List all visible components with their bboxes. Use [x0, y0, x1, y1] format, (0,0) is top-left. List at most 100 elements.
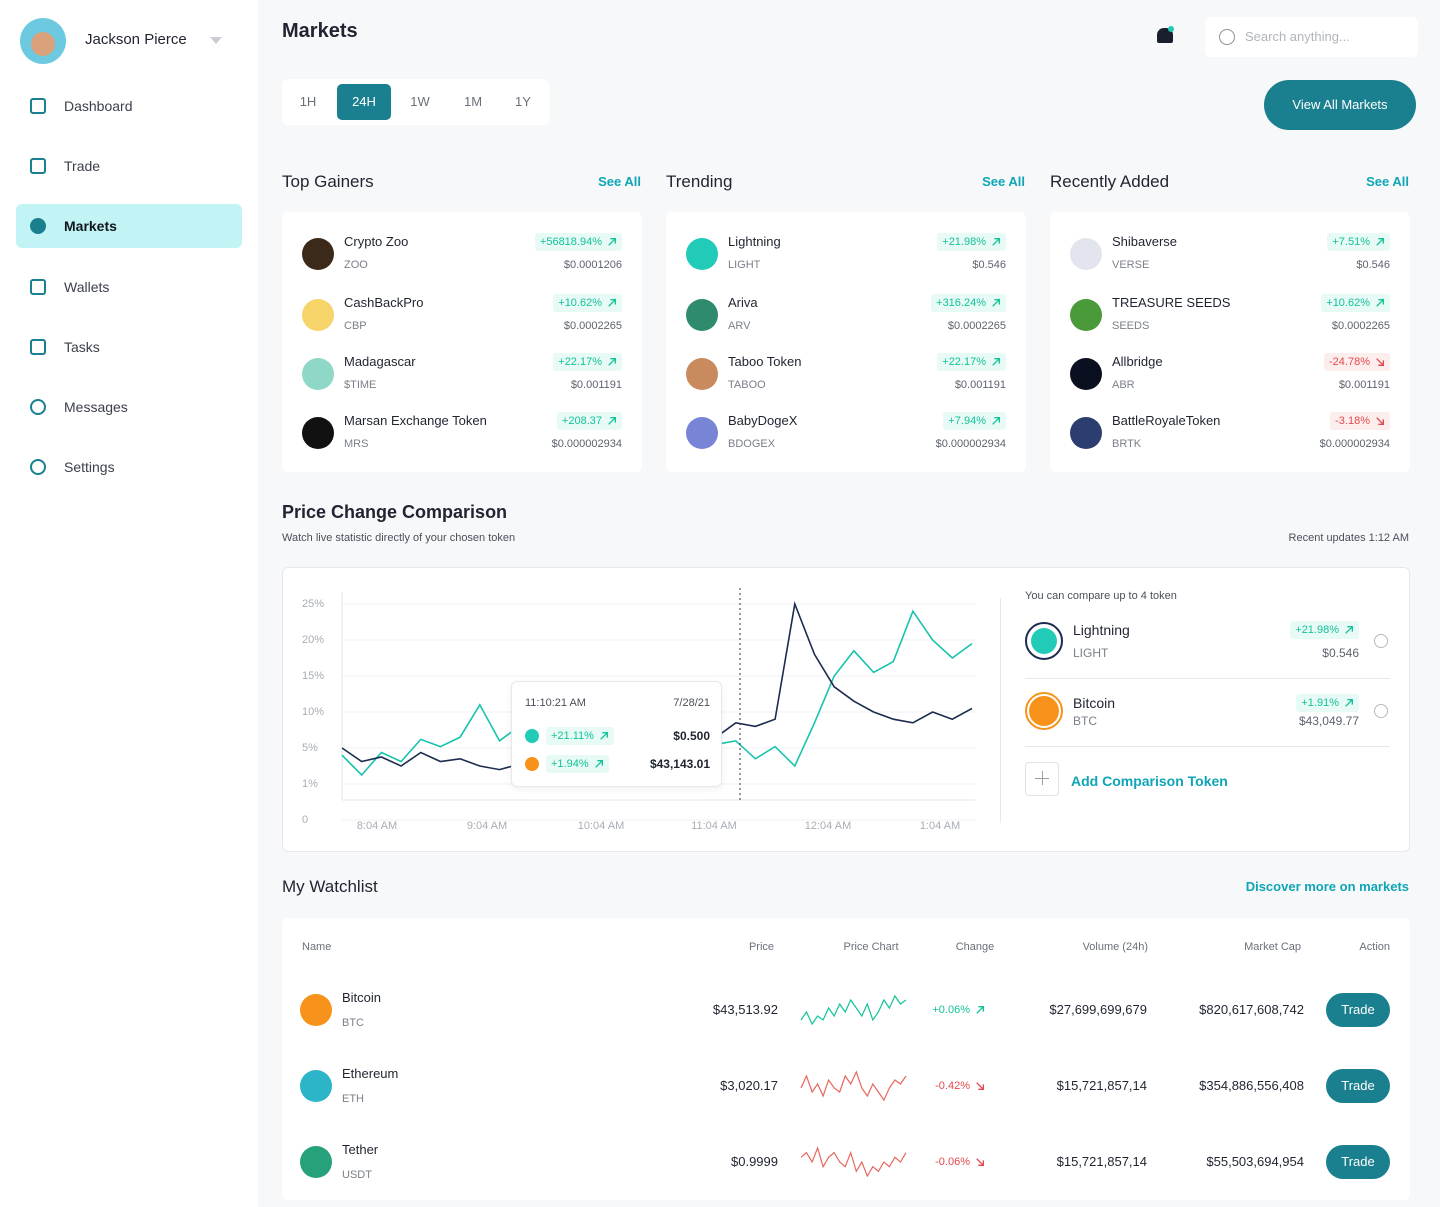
nav-item[interactable]: Settings: [64, 459, 115, 475]
list-title: Recently Added: [1050, 172, 1170, 191]
y-tick-label: 25%: [302, 598, 325, 610]
search-box[interactable]: [1205, 17, 1418, 57]
change-value: -0.42%: [935, 1080, 970, 1092]
change-value: +1.91%: [1301, 697, 1339, 709]
y-tick-label: 10%: [302, 706, 325, 718]
token-price: $0.546: [972, 259, 1006, 271]
list-title: Trending: [666, 172, 733, 191]
column-header: Name: [302, 941, 332, 953]
token-icon: [686, 238, 718, 270]
compare-symbol: LIGHT: [1073, 646, 1109, 660]
period-active[interactable]: [337, 84, 391, 120]
trend-arrow: [976, 1082, 984, 1090]
period-tab[interactable]: 1H: [299, 94, 317, 109]
period-tabs: [282, 79, 549, 125]
view-all-button[interactable]: [1264, 80, 1416, 130]
y-tick-label: 0: [302, 814, 309, 826]
nav-item[interactable]: Messages: [64, 399, 128, 415]
trend-arrow: [1376, 238, 1384, 246]
view-all-label[interactable]: View All Markets: [1292, 97, 1388, 112]
nav-icon: [30, 339, 46, 355]
section-title: My Watchlist: [282, 877, 378, 896]
row-divider: [1025, 746, 1390, 747]
period-tab[interactable]: 24H: [352, 94, 376, 109]
token-icon: [302, 417, 334, 449]
change-value: +0.06%: [932, 1004, 970, 1016]
trend-arrow: [594, 760, 603, 768]
token-icon: [302, 299, 334, 331]
token-price: $0.546: [1356, 259, 1390, 271]
nav-item[interactable]: Wallets: [64, 279, 110, 295]
column-header: Action: [1359, 941, 1390, 953]
see-all-link[interactable]: See All: [598, 174, 641, 189]
token-price: $0.001191: [1338, 379, 1390, 391]
coin-cap: $820,617,608,742: [1199, 1002, 1304, 1017]
nav-item[interactable]: Tasks: [64, 339, 100, 355]
coin-volume: $27,699,699,679: [1049, 1002, 1147, 1017]
change-badge: -24.78%: [1324, 353, 1390, 371]
discover-link[interactable]: Discover more on markets: [1245, 879, 1409, 894]
x-tick-label: 12:04 AM: [804, 820, 852, 832]
trade-label[interactable]: Trade: [1341, 1078, 1375, 1093]
token-symbol: SEEDS: [1112, 320, 1150, 332]
sparkline: [800, 1070, 907, 1102]
coin-price: $3,020.17: [720, 1078, 778, 1093]
trade-label[interactable]: Trade: [1341, 1002, 1375, 1017]
token-symbol: ABR: [1112, 379, 1135, 391]
change-badge: +0.06%: [927, 1001, 990, 1019]
token-name: Lightning: [728, 234, 781, 249]
token-name: Allbridge: [1112, 354, 1163, 369]
trade-label[interactable]: Trade: [1341, 1154, 1375, 1169]
nav-item[interactable]: Dashboard: [64, 98, 133, 114]
remove-button: [1374, 704, 1388, 718]
nav-item[interactable]: Markets: [64, 218, 117, 234]
trend-arrow: [600, 732, 608, 740]
trend-arrow: [608, 358, 616, 366]
remove-button: [1374, 634, 1388, 648]
row-divider: [1025, 678, 1390, 679]
trend-arrow: [1376, 358, 1384, 366]
watchlist-card: [282, 918, 1410, 1200]
see-all-link[interactable]: See All: [1366, 174, 1409, 189]
nav-active-bg: [16, 204, 242, 248]
trade-button[interactable]: [1326, 1145, 1390, 1179]
trade-button[interactable]: [1326, 1069, 1390, 1103]
column-header: Market Cap: [1244, 941, 1301, 953]
change-badge: +21.11%: [546, 727, 614, 745]
nav-icon: [30, 279, 46, 295]
token-name: TREASURE SEEDS: [1112, 295, 1231, 310]
token-icon: [302, 238, 334, 270]
add-token-link[interactable]: Add Comparison Token: [1071, 773, 1228, 789]
token-price: $0.0001206: [563, 259, 622, 271]
token-symbol: $TIME: [344, 379, 377, 391]
token-symbol: LIGHT: [728, 259, 761, 271]
period-tab[interactable]: 1Y: [515, 94, 531, 109]
coin-volume: $15,721,857,14: [1056, 1154, 1147, 1169]
coin-name: Bitcoin: [342, 990, 382, 1005]
coin-icon: [300, 1070, 332, 1102]
token-icon: [302, 358, 334, 390]
change-value: -3.18%: [1335, 415, 1370, 427]
period-tab[interactable]: 1M: [463, 94, 483, 109]
change-value: +21.98%: [942, 236, 986, 248]
nav-icon: [30, 399, 46, 415]
period-tab[interactable]: 1W: [410, 94, 430, 109]
trade-button[interactable]: [1326, 993, 1390, 1027]
trend-arrow: [992, 417, 1000, 425]
x-tick-label: 11:04 AM: [691, 820, 737, 832]
token-symbol: BRTK: [1112, 438, 1142, 450]
change-badge: -0.42%: [930, 1077, 990, 1095]
nav-item[interactable]: Trade: [64, 158, 101, 174]
trend-arrow: [992, 358, 1000, 366]
token-name: Ariva: [728, 295, 758, 310]
sparkline: [800, 994, 907, 1026]
list-title: Top Gainers: [282, 172, 374, 191]
token-name: Shibaverse: [1112, 234, 1178, 249]
see-all-link[interactable]: See All: [982, 174, 1025, 189]
add-button[interactable]: [1025, 762, 1059, 796]
comparison-card: [282, 567, 1410, 852]
change-badge: +1.94%: [546, 755, 609, 773]
token-price: $0.000002934: [935, 438, 1006, 450]
change-value: +208.37: [561, 415, 602, 427]
